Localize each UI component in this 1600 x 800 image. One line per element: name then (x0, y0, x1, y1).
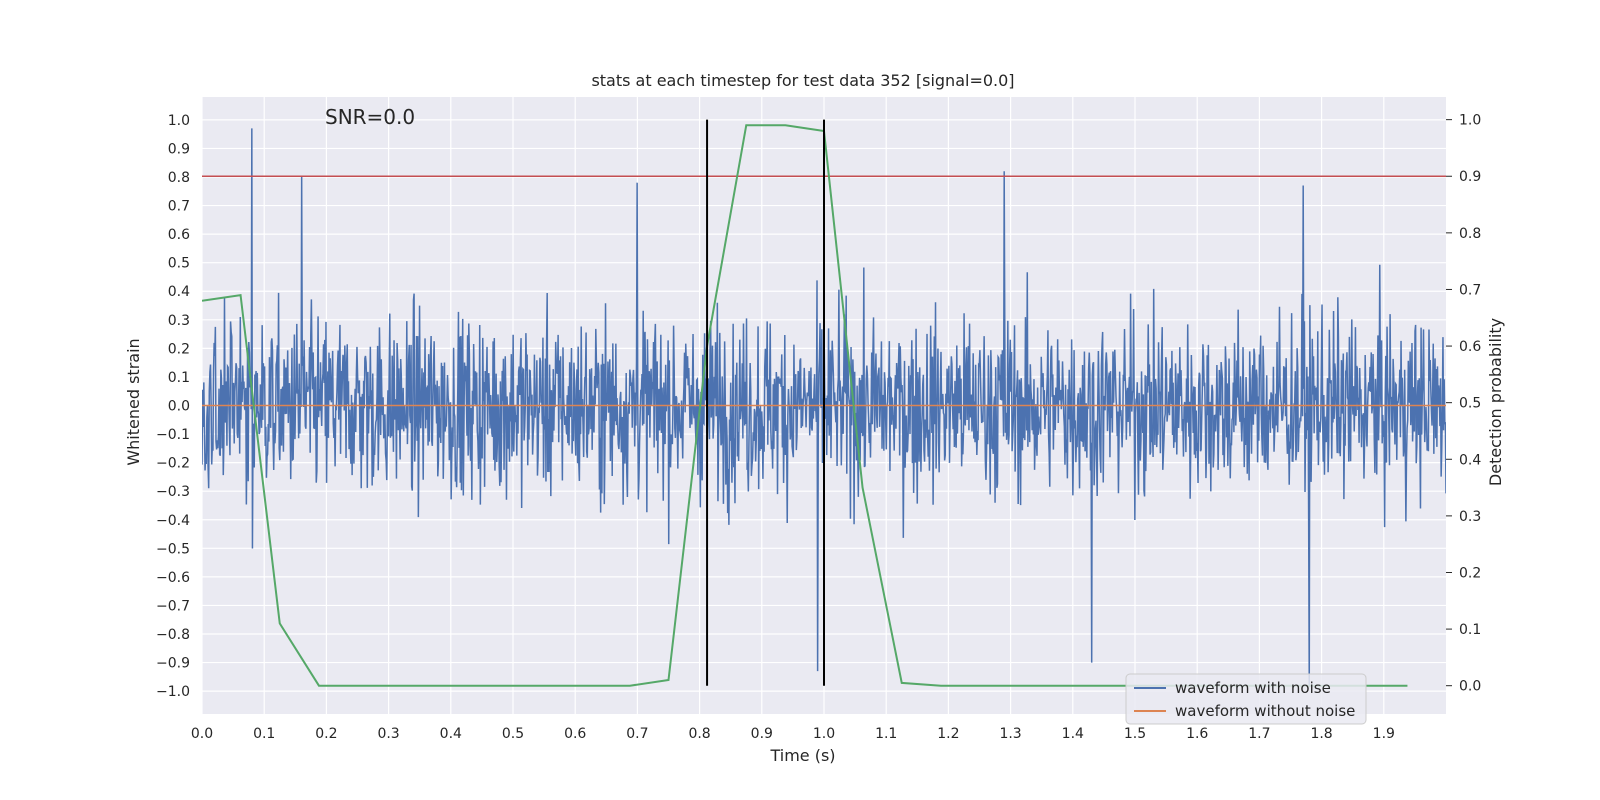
y-tick-label-left: −0.8 (156, 627, 190, 643)
x-tick-label: 1.2 (937, 726, 959, 742)
y-tick-label-left: −0.2 (156, 456, 190, 472)
x-tick-label: 0.9 (751, 726, 773, 742)
x-tick-label: 1.7 (1248, 726, 1270, 742)
y-tick-label-left: −0.7 (156, 598, 190, 614)
x-tick-label: 1.0 (813, 726, 835, 742)
x-tick-label: 0.4 (440, 726, 462, 742)
x-tick-label: 0.7 (626, 726, 648, 742)
x-tick-label: 1.9 (1373, 726, 1395, 742)
x-tick-label: 1.8 (1310, 726, 1332, 742)
y-tick-label-left: 0.1 (168, 370, 190, 386)
y-tick-label-left: 1.0 (168, 113, 190, 129)
x-tick-label: 0.0 (191, 726, 213, 742)
y-tick-label-left: −0.1 (156, 427, 190, 443)
x-tick-label: 1.6 (1186, 726, 1208, 742)
y-tick-label-right: 0.6 (1459, 339, 1481, 355)
y-tick-label-left: 0.4 (168, 284, 190, 300)
y-tick-label-left: −0.6 (156, 570, 190, 586)
y-tick-label-left: 0.3 (168, 313, 190, 329)
x-tick-label: 0.8 (688, 726, 710, 742)
y-tick-label-left: −0.4 (156, 513, 190, 529)
x-ticks: 0.0 0.1 0.2 0.3 0.4 0.5 0.6 0.7 0.8 0.9 1.0 1.1 1.2 1… (191, 726, 1395, 742)
y-axis-label-right: Detection probability (1486, 318, 1505, 486)
y-tick-label-right: 0.8 (1459, 226, 1481, 242)
y-ticks-left: −1.0 −0.9 −0.8 −0.7 −0.6 −0.5 −0.4 −0.3 −0.2 −0.1… (156, 113, 190, 700)
y-tick-label-left: −0.9 (156, 656, 190, 672)
y-tick-label-left: −0.3 (156, 484, 190, 500)
y-tick-label-left: 0.9 (168, 141, 190, 157)
y-tick-label-right: 0.7 (1459, 282, 1481, 298)
y-tick-label-left: 0.7 (168, 199, 190, 215)
legend-entry: waveform with noise (1175, 679, 1331, 697)
y-tick-label-right: 0.1 (1459, 622, 1481, 638)
y-tick-label-left: −1.0 (156, 684, 190, 700)
y-axis-label-left: Whitened strain (124, 338, 143, 465)
x-tick-label: 1.1 (875, 726, 897, 742)
snr-annotation: SNR=0.0 (325, 105, 415, 129)
y-tick-label-left: 0.8 (168, 170, 190, 186)
legend-entry: waveform without noise (1175, 702, 1355, 720)
y-tick-label-right: 1.0 (1459, 113, 1481, 129)
y-tick-label-right: 0.3 (1459, 509, 1481, 525)
y-tick-label-left: 0.0 (168, 399, 190, 415)
y-tick-label-right: 0.0 (1459, 679, 1481, 695)
y-tick-label-right: 0.2 (1459, 565, 1481, 581)
y-ticks-right: 0.0 0.1 0.2 0.3 0.4 0.5 0.6 0.7 0.8 0.9 1.0 (1446, 113, 1481, 695)
y-tick-label-right: 0.5 (1459, 396, 1481, 412)
legend: waveform with noise waveform without nois… (1125, 673, 1367, 725)
y-tick-label-right: 0.9 (1459, 169, 1481, 185)
x-tick-label: 0.2 (315, 726, 337, 742)
x-tick-label: 0.1 (253, 726, 275, 742)
x-tick-label: 1.4 (1062, 726, 1084, 742)
x-tick-label: 1.5 (1124, 726, 1146, 742)
x-tick-label: 1.3 (999, 726, 1021, 742)
y-tick-label-left: 0.5 (168, 256, 190, 272)
x-tick-label: 0.5 (502, 726, 524, 742)
y-tick-label-left: 0.6 (168, 227, 190, 243)
x-tick-label: 0.3 (377, 726, 399, 742)
y-tick-label-right: 0.4 (1459, 452, 1481, 468)
x-tick-label: 0.6 (564, 726, 586, 742)
x-axis-label: Time (s) (769, 746, 835, 765)
y-tick-label-left: −0.5 (156, 541, 190, 557)
y-tick-label-left: 0.2 (168, 341, 190, 357)
legend-box (1125, 673, 1367, 725)
chart-title: stats at each timestep for test data 352… (591, 71, 1014, 90)
